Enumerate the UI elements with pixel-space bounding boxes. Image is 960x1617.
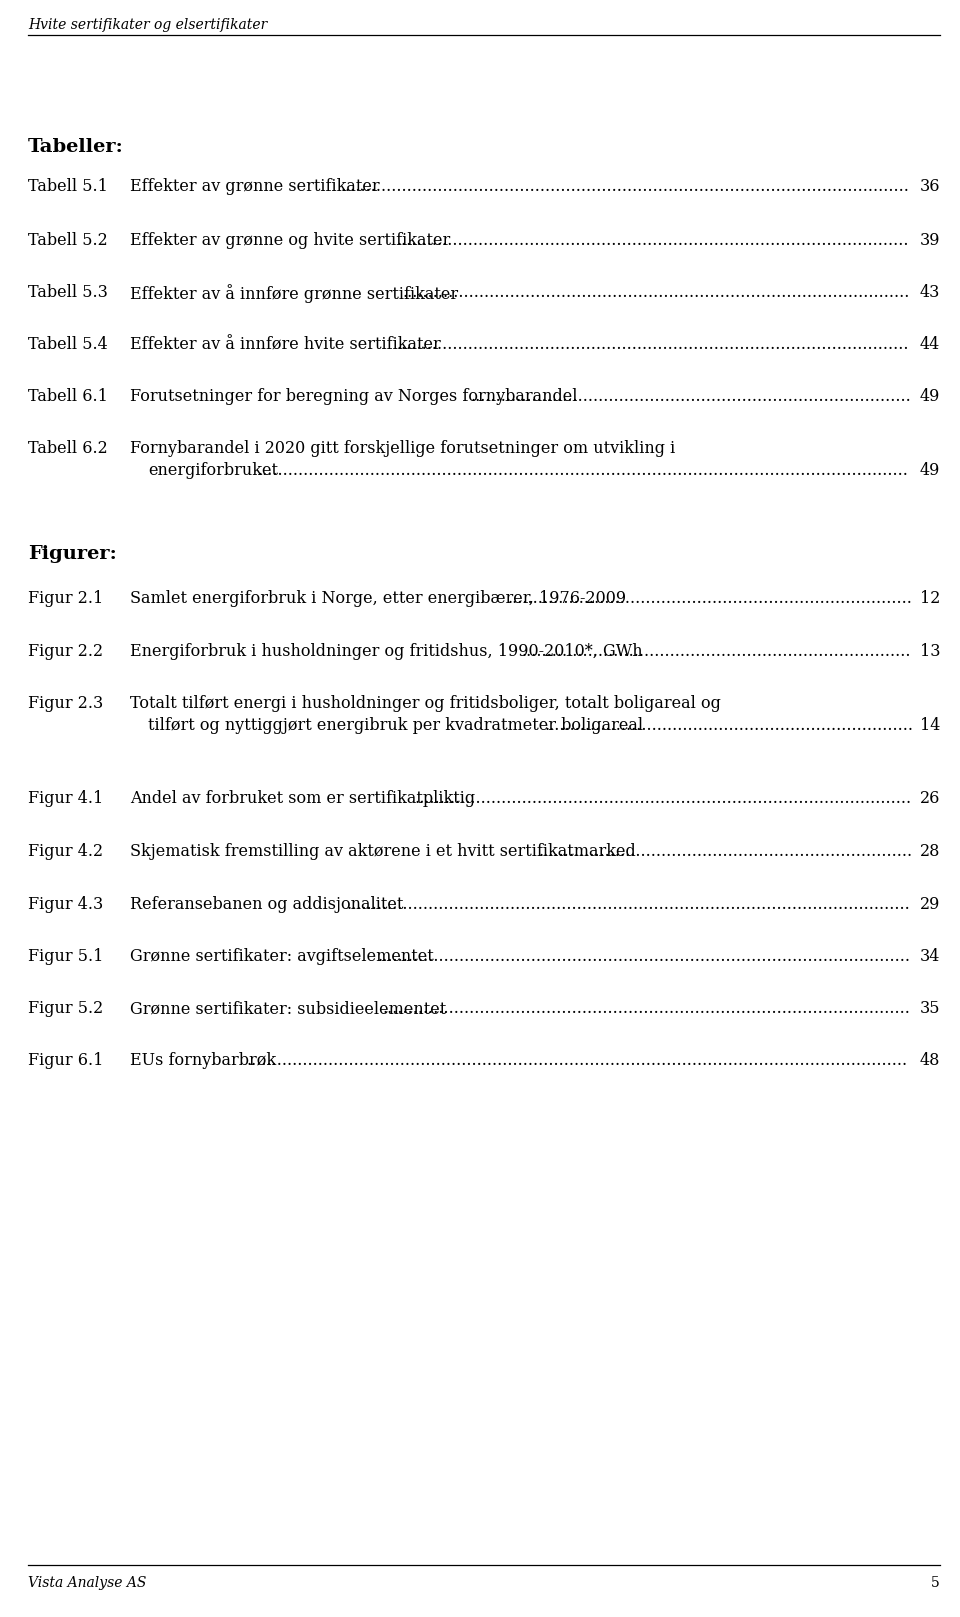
- Text: Figur 5.2: Figur 5.2: [28, 999, 104, 1017]
- Text: Tabell 6.1: Tabell 6.1: [28, 388, 108, 404]
- Text: Figur 2.3: Figur 2.3: [28, 695, 104, 711]
- Text: Grønne sertifikater: avgiftselementet: Grønne sertifikater: avgiftselementet: [130, 948, 434, 965]
- Text: 39: 39: [920, 231, 940, 249]
- Text: 36: 36: [920, 178, 940, 196]
- Text: ................................................................................: ........................................…: [340, 178, 909, 196]
- Text: Energiforbruk i husholdninger og fritidshus, 1990-2010*, GWh: Energiforbruk i husholdninger og fritids…: [130, 644, 642, 660]
- Text: Fornybarandel i 2020 gitt forskjellige forutsetninger om utvikling i: Fornybarandel i 2020 gitt forskjellige f…: [130, 440, 675, 458]
- Text: 5: 5: [931, 1577, 940, 1590]
- Text: energiforbruket: energiforbruket: [148, 462, 278, 479]
- Text: ................................................................................: ........................................…: [402, 285, 910, 301]
- Text: tilført og nyttiggjørt energibruk per kvadratmeter boligareal: tilført og nyttiggjørt energibruk per kv…: [148, 716, 643, 734]
- Text: ................................................................................: ........................................…: [377, 948, 910, 965]
- Text: 12: 12: [920, 590, 940, 606]
- Text: Tabell 5.4: Tabell 5.4: [28, 336, 108, 353]
- Text: 13: 13: [920, 644, 940, 660]
- Text: Skjematisk fremstilling av aktørene i et hvitt sertifikatmarked: Skjematisk fremstilling av aktørene i et…: [130, 842, 636, 860]
- Text: Figur 4.2: Figur 4.2: [28, 842, 103, 860]
- Text: ........................................................................: ........................................…: [544, 716, 913, 734]
- Text: Figurer:: Figurer:: [28, 545, 117, 563]
- Text: EUs fornybarbrøk: EUs fornybarbrøk: [130, 1053, 276, 1069]
- Text: ................................................................................: ........................................…: [383, 999, 911, 1017]
- Text: 43: 43: [920, 285, 940, 301]
- Text: Tabell 5.3: Tabell 5.3: [28, 285, 108, 301]
- Text: Figur 6.1: Figur 6.1: [28, 1053, 104, 1069]
- Text: 49: 49: [920, 388, 940, 404]
- Text: 14: 14: [920, 716, 940, 734]
- Text: ................................................................................: ........................................…: [470, 388, 911, 404]
- Text: 34: 34: [920, 948, 940, 965]
- Text: Forutsetninger for beregning av Norges fornybarandel: Forutsetninger for beregning av Norges f…: [130, 388, 578, 404]
- Text: 49: 49: [920, 462, 940, 479]
- Text: Totalt tilført energi i husholdninger og fritidsboliger, totalt boligareal og: Totalt tilført energi i husholdninger og…: [130, 695, 721, 711]
- Text: Tabeller:: Tabeller:: [28, 137, 124, 155]
- Text: 48: 48: [920, 1053, 940, 1069]
- Text: Figur 2.2: Figur 2.2: [28, 644, 103, 660]
- Text: ................................................................................: ........................................…: [414, 791, 911, 807]
- Text: 44: 44: [920, 336, 940, 353]
- Text: Effekter av grønne og hvite sertifikater: Effekter av grønne og hvite sertifikater: [130, 231, 450, 249]
- Text: .........................................................................: ........................................…: [539, 842, 913, 860]
- Text: Hvite sertifikater og elsertifikater: Hvite sertifikater og elsertifikater: [28, 18, 267, 32]
- Text: ................................................................................: ........................................…: [346, 896, 910, 914]
- Text: ...............................................................................: ........................................…: [508, 590, 913, 606]
- Text: Vista Analyse AS: Vista Analyse AS: [28, 1577, 146, 1590]
- Text: Effekter av å innføre grønne sertifikater: Effekter av å innføre grønne sertifikate…: [130, 285, 458, 302]
- Text: ................................................................................: ........................................…: [396, 336, 909, 353]
- Text: Figur 4.3: Figur 4.3: [28, 896, 104, 914]
- Text: Figur 5.1: Figur 5.1: [28, 948, 104, 965]
- Text: Grønne sertifikater: subsidieelementet: Grønne sertifikater: subsidieelementet: [130, 999, 446, 1017]
- Text: ................................................................................: ........................................…: [247, 1053, 908, 1069]
- Text: Tabell 5.2: Tabell 5.2: [28, 231, 108, 249]
- Text: Tabell 6.2: Tabell 6.2: [28, 440, 108, 458]
- Text: Effekter av grønne sertifikater: Effekter av grønne sertifikater: [130, 178, 379, 196]
- Text: Effekter av å innføre hvite sertifikater: Effekter av å innføre hvite sertifikater: [130, 336, 441, 353]
- Text: 28: 28: [920, 842, 940, 860]
- Text: Figur 4.1: Figur 4.1: [28, 791, 104, 807]
- Text: Figur 2.1: Figur 2.1: [28, 590, 104, 606]
- Text: Referansebanen og addisjonalitet: Referansebanen og addisjonalitet: [130, 896, 403, 914]
- Text: ................................................................................: ........................................…: [257, 462, 908, 479]
- Text: Andel av forbruket som er sertifikatpliktig: Andel av forbruket som er sertifikatplik…: [130, 791, 475, 807]
- Text: 26: 26: [920, 791, 940, 807]
- Text: ................................................................................: ........................................…: [396, 231, 909, 249]
- Text: ............................................................................: ........................................…: [521, 644, 911, 660]
- Text: 29: 29: [920, 896, 940, 914]
- Text: Samlet energiforbruk i Norge, etter energibærer, 1976-2009: Samlet energiforbruk i Norge, etter ener…: [130, 590, 626, 606]
- Text: Tabell 5.1: Tabell 5.1: [28, 178, 108, 196]
- Text: 35: 35: [920, 999, 940, 1017]
